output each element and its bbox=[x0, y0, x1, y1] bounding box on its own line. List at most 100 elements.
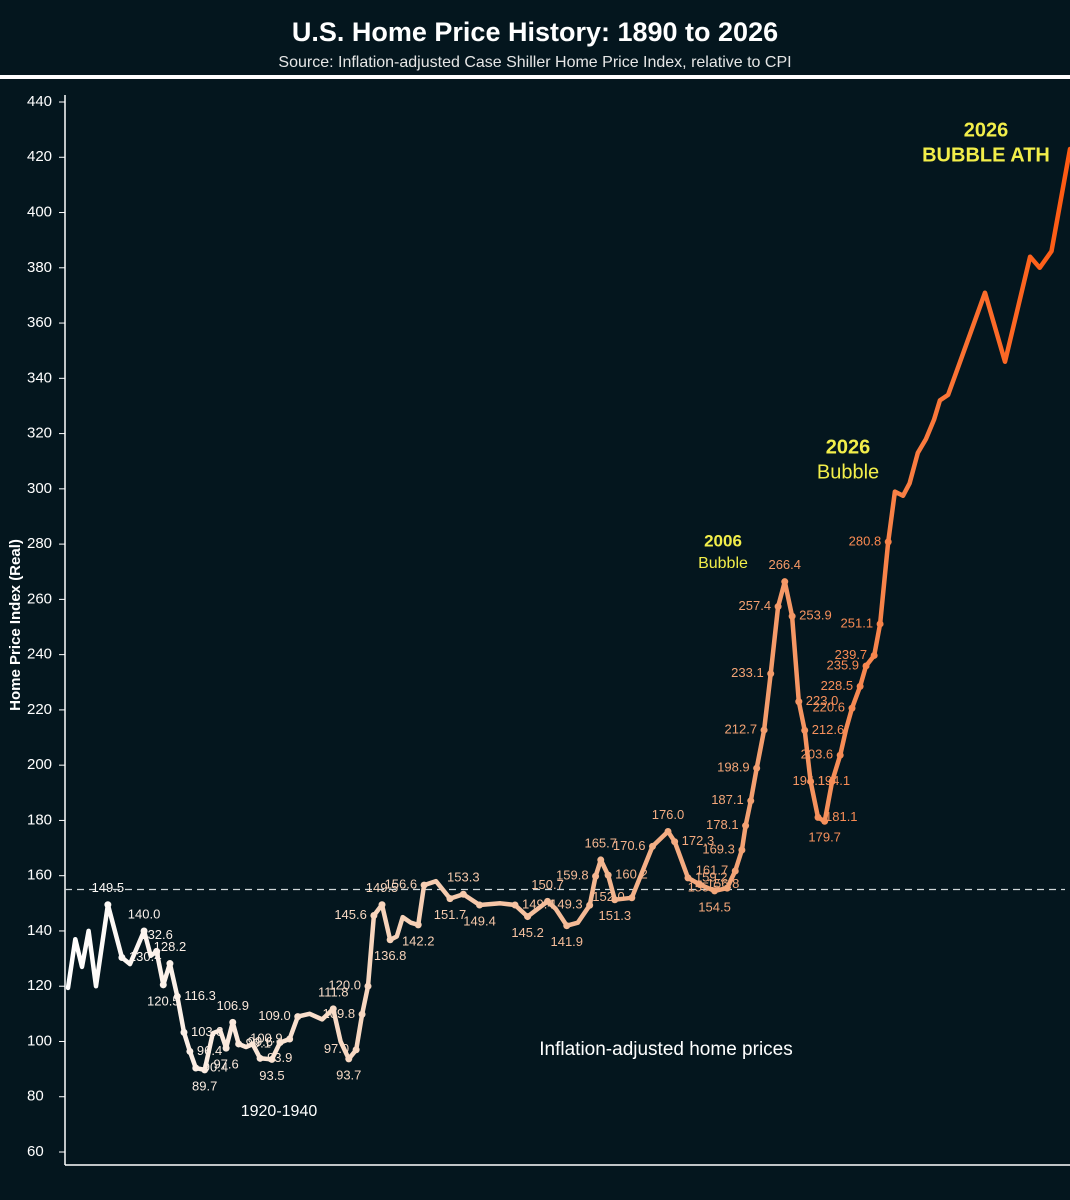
data-point bbox=[628, 894, 636, 902]
data-label: 149.5 bbox=[366, 880, 399, 895]
data-label: 172.3 bbox=[682, 833, 715, 848]
data-label: 97.6 bbox=[213, 1057, 238, 1072]
data-label: 155.5 bbox=[688, 880, 721, 895]
data-point bbox=[597, 856, 605, 864]
chart-subtitle: Source: Inflation-adjusted Case Shiller … bbox=[278, 54, 791, 71]
data-label: 153.3 bbox=[447, 870, 480, 885]
data-point bbox=[256, 1054, 264, 1062]
data-label: 253.9 bbox=[799, 608, 832, 623]
data-label: 150.7 bbox=[531, 877, 564, 892]
data-label: 203.6 bbox=[801, 747, 834, 762]
data-point bbox=[186, 1047, 194, 1055]
data-label: 212.6 bbox=[812, 722, 845, 737]
data-label: 145.2 bbox=[511, 925, 544, 940]
data-point bbox=[511, 901, 519, 909]
y-tick-label: 260 bbox=[27, 590, 52, 607]
data-label: 90.4 bbox=[203, 1059, 228, 1074]
data-label: 179.7 bbox=[808, 830, 841, 845]
data-point bbox=[329, 1005, 337, 1013]
data-point bbox=[870, 651, 878, 659]
data-point bbox=[828, 777, 836, 785]
data-label: 266.4 bbox=[768, 557, 801, 572]
y-tick-label: 400 bbox=[27, 203, 52, 220]
data-point bbox=[731, 867, 739, 875]
data-point bbox=[544, 897, 552, 905]
data-label: 96.4 bbox=[197, 1043, 222, 1058]
annotation-title: 2006 bbox=[704, 531, 742, 550]
data-label: 181.1 bbox=[825, 809, 858, 824]
y-tick-label: 240 bbox=[27, 646, 52, 663]
data-point bbox=[586, 901, 594, 909]
data-label: 149.5 bbox=[92, 880, 125, 895]
y-tick-label: 340 bbox=[27, 369, 52, 386]
data-label: 156.6 bbox=[385, 877, 418, 892]
data-label: 120.0 bbox=[328, 978, 361, 993]
y-tick-label: 380 bbox=[27, 259, 52, 276]
data-point bbox=[807, 777, 815, 785]
y-tick-label: 180 bbox=[27, 811, 52, 828]
data-label: 145.6 bbox=[334, 907, 367, 922]
data-point bbox=[711, 887, 719, 895]
data-label: 132.6 bbox=[140, 927, 173, 942]
data-label: 198.9 bbox=[717, 760, 750, 775]
data-label: 160.2 bbox=[615, 867, 648, 882]
data-point bbox=[814, 813, 822, 821]
data-label: 89.7 bbox=[192, 1078, 217, 1093]
y-tick-label: 200 bbox=[27, 756, 52, 773]
data-point bbox=[795, 698, 803, 706]
data-point bbox=[173, 992, 181, 1000]
data-point bbox=[446, 895, 454, 903]
data-label: 109.0 bbox=[258, 1008, 291, 1023]
data-point bbox=[192, 1064, 200, 1072]
data-label: 187.1 bbox=[711, 792, 744, 807]
data-label: 154.5 bbox=[698, 899, 731, 914]
data-point bbox=[856, 682, 864, 690]
y-tick-label: 100 bbox=[27, 1032, 52, 1049]
data-label: 120.5 bbox=[147, 993, 180, 1008]
data-point bbox=[268, 1055, 276, 1063]
data-point bbox=[235, 1040, 243, 1048]
data-label: 99.6 bbox=[248, 1034, 273, 1049]
data-point bbox=[378, 901, 386, 909]
y-tick-label: 320 bbox=[27, 425, 52, 442]
data-point bbox=[476, 901, 484, 909]
data-label: 239.7 bbox=[835, 647, 868, 662]
data-point bbox=[229, 1018, 237, 1026]
data-label: 151.3 bbox=[599, 908, 632, 923]
y-tick-label: 300 bbox=[27, 480, 52, 497]
data-point bbox=[723, 884, 731, 892]
data-label: 103.3 bbox=[191, 1024, 224, 1039]
data-label: 140.0 bbox=[128, 906, 161, 921]
data-point bbox=[760, 726, 768, 734]
data-point bbox=[153, 947, 161, 955]
data-point bbox=[753, 764, 761, 772]
y-tick-label: 280 bbox=[27, 535, 52, 552]
data-point bbox=[159, 981, 167, 989]
data-label: 97.0 bbox=[324, 1041, 349, 1056]
data-point bbox=[604, 871, 612, 879]
data-label: 161.7 bbox=[696, 862, 729, 877]
data-label: 257.4 bbox=[739, 598, 772, 613]
data-label: 142.2 bbox=[402, 933, 435, 948]
data-point bbox=[774, 603, 782, 611]
data-label: 156.8 bbox=[707, 876, 740, 891]
data-label: 220.6 bbox=[812, 700, 845, 715]
annotation-title: 2026 bbox=[964, 119, 1009, 141]
data-point bbox=[276, 1039, 284, 1047]
y-tick-label: 360 bbox=[27, 314, 52, 331]
data-label: 111.8 bbox=[318, 984, 349, 999]
data-label: 165.7 bbox=[584, 835, 617, 850]
data-point bbox=[671, 838, 679, 846]
data-label: 106.9 bbox=[216, 998, 249, 1013]
data-point bbox=[742, 822, 750, 830]
data-point bbox=[848, 704, 856, 712]
data-label: 169.3 bbox=[702, 841, 735, 856]
data-point bbox=[222, 1044, 230, 1052]
data-label: 170.6 bbox=[613, 838, 646, 853]
data-point bbox=[664, 827, 672, 835]
header-rule bbox=[0, 75, 1070, 79]
data-point bbox=[563, 922, 571, 930]
data-point bbox=[836, 751, 844, 759]
data-label: 228.5 bbox=[821, 678, 854, 693]
data-point bbox=[420, 881, 428, 889]
